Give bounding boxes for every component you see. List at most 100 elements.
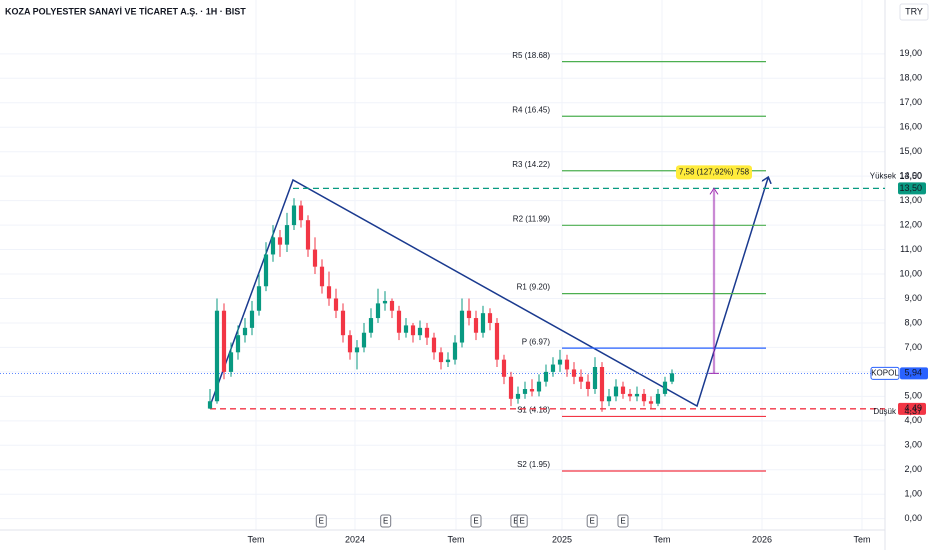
candle-body [473, 318, 479, 333]
candle-body [571, 369, 577, 377]
earnings-box[interactable] [516, 514, 528, 528]
candle-body [606, 396, 612, 402]
candle-body [403, 325, 409, 333]
earnings-box[interactable] [470, 514, 482, 528]
earnings-label: E [520, 517, 525, 526]
earnings-box[interactable] [617, 514, 629, 528]
y-tick-label: 2,00 [904, 464, 922, 474]
pattern-drawing[interactable] [209, 178, 768, 408]
candle-body [270, 237, 276, 255]
candle-body [284, 225, 290, 245]
y-tick-label: 0,00 [904, 513, 922, 523]
level-badge [898, 402, 926, 415]
earnings-label: E [473, 517, 478, 526]
chart-title: KOZA POLYESTER SANAYİ VE TİCARET A.Ş. · … [5, 6, 246, 16]
candle-body [655, 393, 661, 404]
candle-body [627, 393, 633, 397]
candle-body [508, 376, 514, 399]
candle-body [431, 337, 437, 353]
candle-body [487, 313, 493, 323]
last-name-badge [870, 366, 900, 380]
y-tick-label: 12,00 [899, 219, 922, 229]
high-label: 13,50 [899, 171, 922, 181]
y-tick-label: 18,00 [899, 73, 922, 83]
candle-body [319, 266, 325, 287]
y-tick-label: 13,00 [899, 195, 922, 205]
candle-body [529, 389, 535, 392]
pivot-label: S1 (4.18) [517, 406, 550, 415]
x-tick-label: Tem [247, 534, 264, 544]
candle-body [445, 359, 451, 363]
candle-body [368, 318, 374, 333]
candle-body [669, 373, 675, 382]
y-tick-label: 14,00 [899, 171, 922, 181]
y-tick-label: 8,00 [904, 317, 922, 327]
y-tick-label: 1,00 [904, 489, 922, 499]
candle-body [550, 364, 556, 372]
candle-body [221, 310, 227, 372]
y-tick-label: 10,00 [899, 268, 922, 278]
y-tick-label: 3,00 [904, 440, 922, 450]
x-tick-label: 2024 [345, 534, 365, 544]
candle-body [354, 347, 360, 353]
candle-body [648, 401, 654, 404]
candle-body [536, 381, 542, 392]
candle-body [410, 325, 416, 336]
candle-body [312, 249, 318, 267]
earnings-box[interactable] [586, 514, 598, 528]
candle-body [641, 393, 647, 402]
y-tick-label: 5,00 [904, 391, 922, 401]
candle-body [578, 376, 584, 382]
candle-body [263, 254, 269, 287]
earnings-label: E [513, 517, 518, 526]
level-badge [898, 182, 926, 195]
candle-body [480, 313, 486, 333]
candle-body [613, 386, 619, 397]
candle-body [277, 237, 283, 245]
grid-layer [0, 0, 885, 530]
candle-body [326, 286, 332, 299]
candle-body [347, 335, 353, 353]
y-tick-label: 11,00 [900, 244, 922, 254]
earnings-box[interactable] [315, 514, 327, 528]
candle-body [235, 335, 241, 353]
earnings-box[interactable] [380, 514, 392, 528]
earnings-label: E [590, 517, 595, 526]
high-name: Yüksek [870, 171, 897, 180]
pivot-label: R3 (14.22) [512, 160, 550, 169]
pivot-label: R1 (9.20) [517, 283, 551, 292]
candle-body [459, 310, 465, 343]
candle-body [543, 371, 549, 382]
low-name: Düşük [873, 407, 897, 416]
candle-body [305, 220, 311, 250]
pivot-label: R5 (18.68) [512, 51, 550, 60]
candle-body [599, 366, 605, 402]
candle-body [382, 300, 388, 304]
candle-body [466, 310, 472, 319]
pivot-label: R2 (11.99) [513, 214, 551, 223]
currency-box[interactable] [899, 3, 929, 21]
y-tick-label: 9,00 [904, 293, 922, 303]
candle-body [424, 327, 430, 338]
measure-label-bg [676, 165, 752, 180]
candle-body [515, 393, 521, 399]
currency: TRY [905, 6, 923, 16]
level-badge-label: 13,50 [899, 183, 922, 193]
candle-body [592, 366, 598, 390]
candle-body [396, 310, 402, 333]
last-badge [900, 367, 928, 380]
x-tick-label: Tem [653, 534, 670, 544]
candle-body [242, 327, 248, 336]
candle-body [256, 286, 262, 311]
candle-body [620, 386, 626, 394]
x-tick-label: Tem [853, 534, 870, 544]
last-name: KOPOL [871, 368, 899, 377]
candle-body [333, 298, 339, 311]
candle-body [298, 205, 304, 221]
candle-body [340, 310, 346, 336]
earnings-label: E [620, 517, 625, 526]
low-label: 4,37 [904, 406, 922, 416]
candle-body [361, 332, 367, 348]
candle-body [522, 389, 528, 394]
